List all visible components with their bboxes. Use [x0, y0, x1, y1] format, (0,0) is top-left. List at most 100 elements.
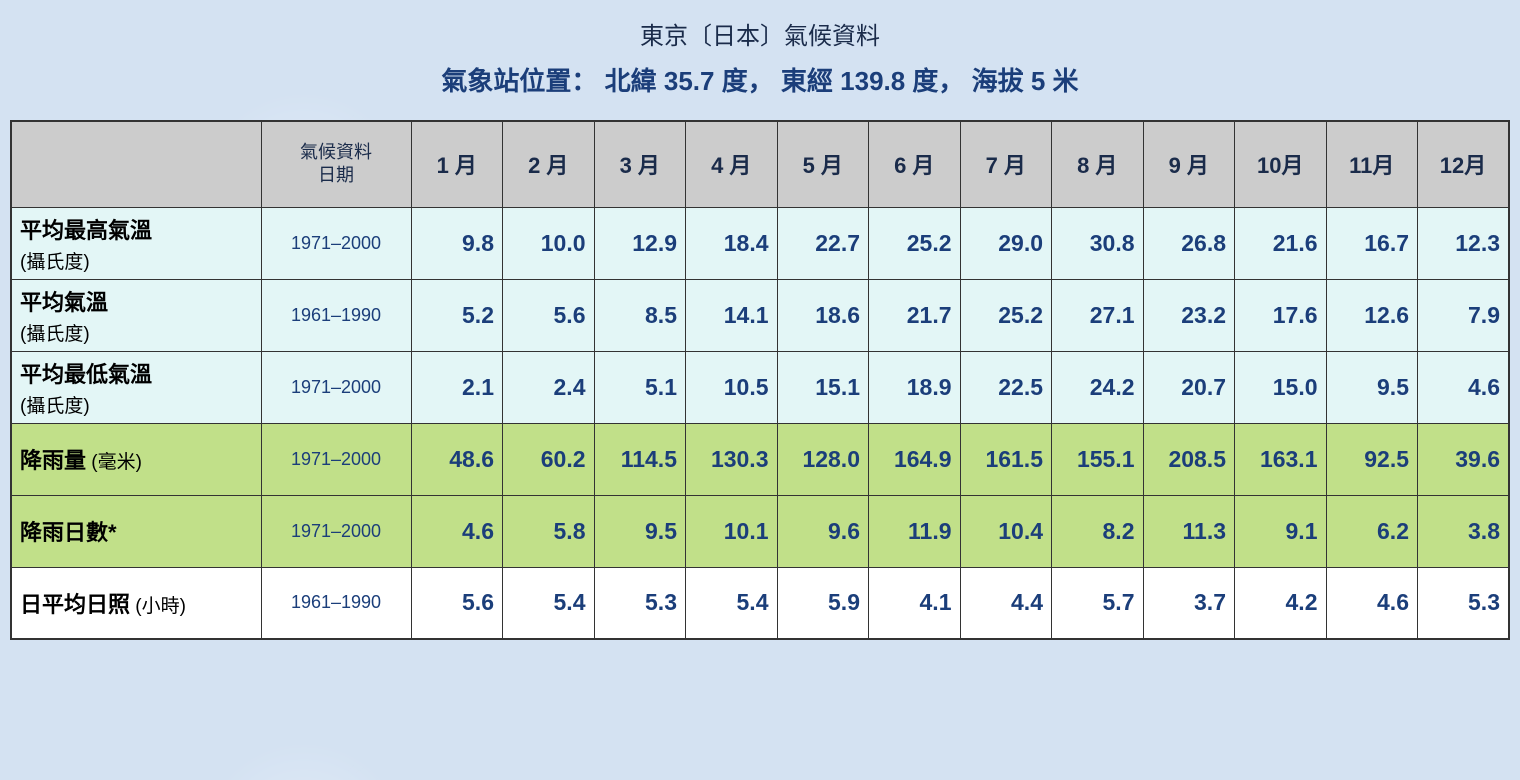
row-period-avg-high-temp: 1971–2000 [261, 207, 411, 279]
cell-avg-high-temp-m11: 16.7 [1326, 207, 1418, 279]
row-label-main: 平均氣溫 [20, 285, 261, 317]
cell-sunshine-m3: 5.3 [594, 567, 686, 639]
cell-avg-temp-m9: 23.2 [1143, 279, 1235, 351]
cell-avg-temp-m6: 21.7 [869, 279, 961, 351]
cell-avg-high-temp-m1: 9.8 [411, 207, 503, 279]
cell-avg-temp-m11: 12.6 [1326, 279, 1418, 351]
cell-avg-low-temp-m5: 15.1 [777, 351, 869, 423]
table-row-rainfall: 降雨量 (毫米)1971–200048.660.2114.5130.3128.0… [11, 423, 1509, 495]
table-row-avg-temp: 平均氣溫(攝氏度)1961–19905.25.68.514.118.621.72… [11, 279, 1509, 351]
row-label-avg-high-temp: 平均最高氣溫(攝氏度) [11, 207, 261, 279]
header-month-12: 12月 [1418, 121, 1510, 207]
cell-avg-high-temp-m10: 21.6 [1235, 207, 1327, 279]
station-location: 氣象站位置： 北緯 35.7 度， 東經 139.8 度， 海拔 5 米 [10, 61, 1510, 98]
cell-avg-low-temp-m6: 18.9 [869, 351, 961, 423]
cell-avg-high-temp-m12: 12.3 [1418, 207, 1510, 279]
cell-avg-temp-m4: 14.1 [686, 279, 778, 351]
cell-sunshine-m4: 5.4 [686, 567, 778, 639]
cell-avg-low-temp-m2: 2.4 [503, 351, 595, 423]
cell-avg-high-temp-m3: 12.9 [594, 207, 686, 279]
cell-sunshine-m7: 4.4 [960, 567, 1052, 639]
cell-avg-low-temp-m3: 5.1 [594, 351, 686, 423]
cell-sunshine-m8: 5.7 [1052, 567, 1144, 639]
row-label-main: 日平均日照 [20, 592, 130, 617]
row-label-unit: (毫米) [86, 452, 142, 473]
cell-rain-days-m3: 9.5 [594, 495, 686, 567]
header-month-3: 3 月 [594, 121, 686, 207]
cell-avg-low-temp-m4: 10.5 [686, 351, 778, 423]
page-title: 東京〔日本〕氣候資料 [10, 16, 1510, 51]
row-period-sunshine: 1961–1990 [261, 567, 411, 639]
cell-sunshine-m9: 3.7 [1143, 567, 1235, 639]
cell-avg-low-temp-m10: 15.0 [1235, 351, 1327, 423]
row-label-unit: (小時) [130, 596, 186, 617]
cell-avg-high-temp-m9: 26.8 [1143, 207, 1235, 279]
header-month-5: 5 月 [777, 121, 869, 207]
cell-rainfall-m11: 92.5 [1326, 423, 1418, 495]
cell-rain-days-m2: 5.8 [503, 495, 595, 567]
cell-rainfall-m8: 155.1 [1052, 423, 1144, 495]
cell-avg-low-temp-m12: 4.6 [1418, 351, 1510, 423]
climate-table: 氣候資料 日期 1 月 2 月 3 月 4 月 5 月 6 月 7 月 8 月 … [10, 120, 1510, 640]
cell-rainfall-m2: 60.2 [503, 423, 595, 495]
row-label-avg-temp: 平均氣溫(攝氏度) [11, 279, 261, 351]
row-label-main: 平均最低氣溫 [20, 357, 261, 389]
header-month-11: 11月 [1326, 121, 1418, 207]
cell-avg-high-temp-m6: 25.2 [869, 207, 961, 279]
cell-rainfall-m12: 39.6 [1418, 423, 1510, 495]
row-period-avg-low-temp: 1971–2000 [261, 351, 411, 423]
cell-avg-temp-m8: 27.1 [1052, 279, 1144, 351]
cell-avg-low-temp-m9: 20.7 [1143, 351, 1235, 423]
row-label-main: 降雨日數* [20, 520, 117, 545]
cell-sunshine-m6: 4.1 [869, 567, 961, 639]
cell-avg-temp-m12: 7.9 [1418, 279, 1510, 351]
row-label-sunshine: 日平均日照 (小時) [11, 567, 261, 639]
cell-rainfall-m1: 48.6 [411, 423, 503, 495]
cell-rainfall-m10: 163.1 [1235, 423, 1327, 495]
cell-avg-temp-m1: 5.2 [411, 279, 503, 351]
cell-sunshine-m11: 4.6 [1326, 567, 1418, 639]
row-label-main: 降雨量 [20, 448, 86, 473]
header-month-8: 8 月 [1052, 121, 1144, 207]
cell-avg-high-temp-m7: 29.0 [960, 207, 1052, 279]
cell-rainfall-m4: 130.3 [686, 423, 778, 495]
row-label-avg-low-temp: 平均最低氣溫(攝氏度) [11, 351, 261, 423]
cell-avg-temp-m10: 17.6 [1235, 279, 1327, 351]
header-month-10: 10月 [1235, 121, 1327, 207]
row-label-unit: (攝氏度) [20, 319, 261, 346]
cell-avg-high-temp-m8: 30.8 [1052, 207, 1144, 279]
cell-avg-temp-m5: 18.6 [777, 279, 869, 351]
cell-rain-days-m1: 4.6 [411, 495, 503, 567]
cell-avg-high-temp-m4: 18.4 [686, 207, 778, 279]
header-row: 氣候資料 日期 1 月 2 月 3 月 4 月 5 月 6 月 7 月 8 月 … [11, 121, 1509, 207]
cell-rainfall-m5: 128.0 [777, 423, 869, 495]
row-label-main: 平均最高氣溫 [20, 213, 261, 245]
cell-avg-low-temp-m7: 22.5 [960, 351, 1052, 423]
header-month-7: 7 月 [960, 121, 1052, 207]
row-label-unit: (攝氏度) [20, 247, 261, 274]
cell-rain-days-m4: 10.1 [686, 495, 778, 567]
cell-rain-days-m5: 9.6 [777, 495, 869, 567]
header-month-6: 6 月 [869, 121, 961, 207]
table-row-avg-high-temp: 平均最高氣溫(攝氏度)1971–20009.810.012.918.422.72… [11, 207, 1509, 279]
table-body: 平均最高氣溫(攝氏度)1971–20009.810.012.918.422.72… [11, 207, 1509, 639]
header-month-1: 1 月 [411, 121, 503, 207]
cell-sunshine-m12: 5.3 [1418, 567, 1510, 639]
cell-rain-days-m6: 11.9 [869, 495, 961, 567]
cell-avg-temp-m3: 8.5 [594, 279, 686, 351]
header-blank [11, 121, 261, 207]
cell-sunshine-m10: 4.2 [1235, 567, 1327, 639]
cell-rainfall-m6: 164.9 [869, 423, 961, 495]
table-row-rain-days: 降雨日數* 1971–20004.65.89.510.19.611.910.48.… [11, 495, 1509, 567]
cell-avg-temp-m7: 25.2 [960, 279, 1052, 351]
cell-sunshine-m2: 5.4 [503, 567, 595, 639]
cell-rain-days-m11: 6.2 [1326, 495, 1418, 567]
row-label-rain-days: 降雨日數* [11, 495, 261, 567]
row-period-rain-days: 1971–2000 [261, 495, 411, 567]
cell-rain-days-m7: 10.4 [960, 495, 1052, 567]
cell-rain-days-m8: 8.2 [1052, 495, 1144, 567]
header-period: 氣候資料 日期 [261, 121, 411, 207]
cell-avg-low-temp-m8: 24.2 [1052, 351, 1144, 423]
row-label-unit: (攝氏度) [20, 391, 261, 418]
header-month-9: 9 月 [1143, 121, 1235, 207]
